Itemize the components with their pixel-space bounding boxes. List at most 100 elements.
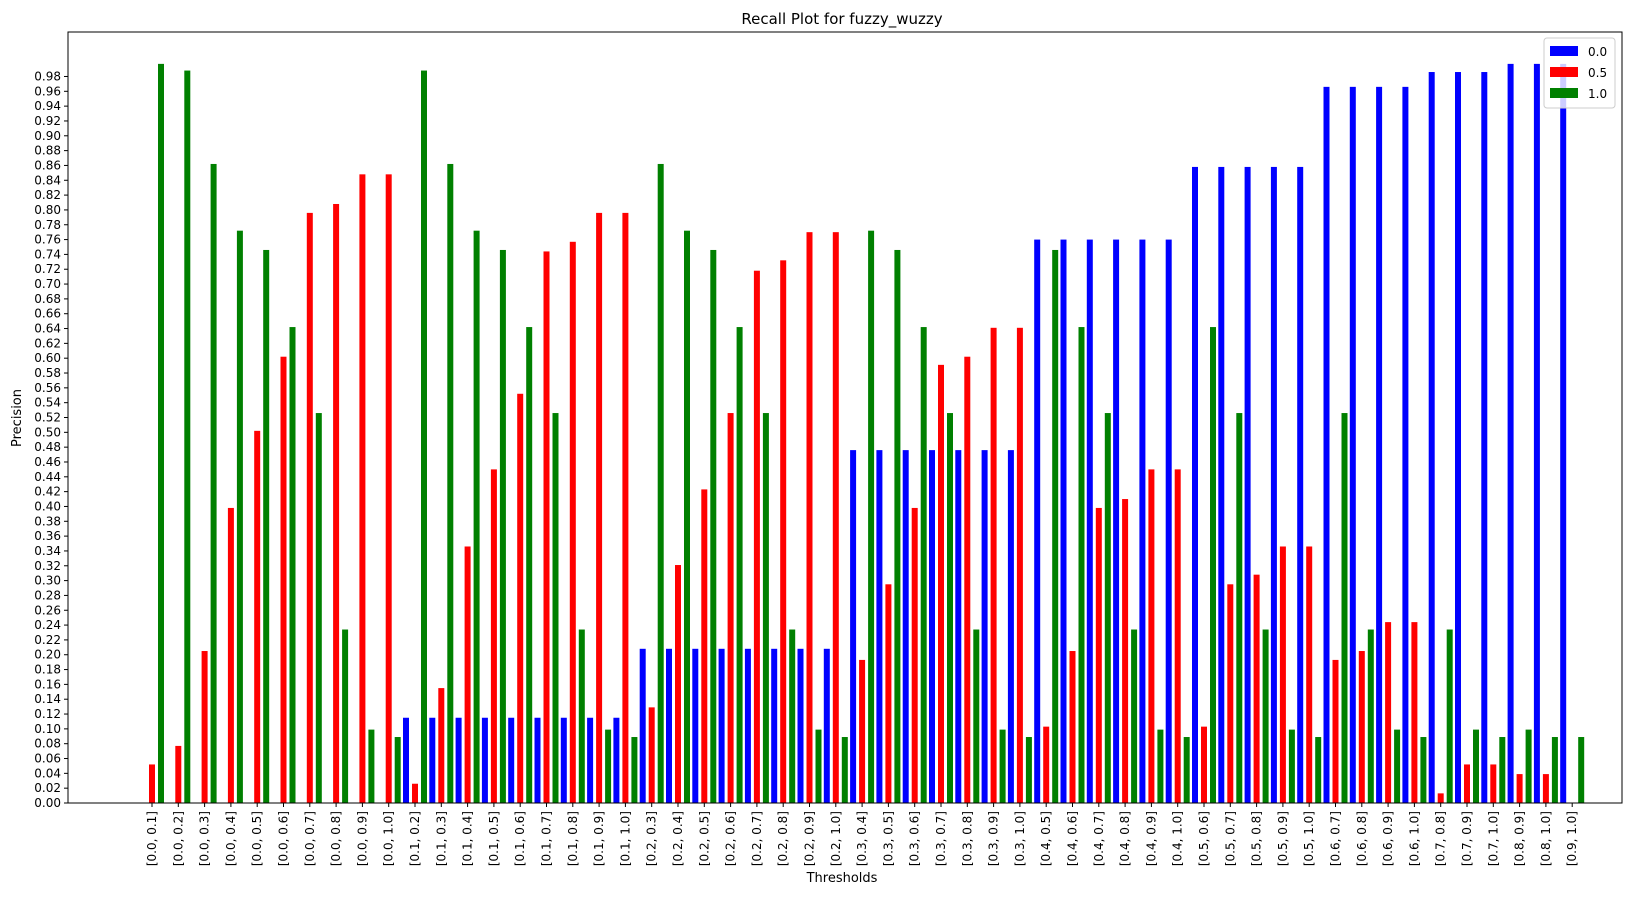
bar-series-0.0-16 xyxy=(560,717,567,803)
bar-series-0.5-11 xyxy=(438,688,445,803)
y-tick-label: 0.28 xyxy=(34,588,61,602)
bar-series-0.0-45 xyxy=(1323,86,1330,804)
bar-series-0.0-38 xyxy=(1139,239,1146,803)
y-tick-label: 0.84 xyxy=(34,173,61,187)
bar-series-0.0-44 xyxy=(1297,166,1304,803)
bar-series-0.0-10 xyxy=(403,717,409,803)
bar-series-0.5-51 xyxy=(1490,764,1497,803)
bar-series-0.0-35 xyxy=(1060,239,1067,803)
bar-series-0.0-40 xyxy=(1192,166,1198,803)
y-tick-label: 0.78 xyxy=(34,218,61,232)
x-tick-label: [0.2, 0.4] xyxy=(671,811,685,866)
y-tick-label: 0.46 xyxy=(34,455,61,469)
legend-label-1.0: 1.0 xyxy=(1588,87,1607,101)
x-tick-label: [0.0, 0.4] xyxy=(224,811,238,866)
bar-series-0.5-3 xyxy=(227,507,234,803)
x-tick-label: [0.5, 0.6] xyxy=(1197,811,1211,866)
x-tick-label: [0.9, 1.0] xyxy=(1565,811,1579,866)
x-tick-label: [0.4, 0.8] xyxy=(1118,811,1132,866)
x-tick-label: [0.3, 0.9] xyxy=(987,811,1001,866)
y-tick-label: 0.22 xyxy=(34,633,61,647)
bar-series-0.0-12 xyxy=(455,717,462,803)
x-tick-label: [0.1, 0.7] xyxy=(540,811,554,866)
bar-series-1.0-5 xyxy=(289,327,296,803)
bar-series-1.0-46 xyxy=(1367,629,1374,803)
bar-series-1.0-0 xyxy=(158,63,164,803)
bar-series-1.0-28 xyxy=(894,249,901,803)
y-tick-label: 0.18 xyxy=(34,663,61,677)
bar-series-0.5-5 xyxy=(280,356,287,803)
bar-series-0.5-13 xyxy=(490,469,497,803)
bar-series-0.5-25 xyxy=(806,232,813,803)
bar-series-1.0-10 xyxy=(421,70,427,804)
bar-series-0.0-22 xyxy=(718,648,725,803)
bar-series-0.0-17 xyxy=(587,717,594,803)
x-tick-label: [0.0, 0.2] xyxy=(171,811,185,866)
y-tick-label: 0.12 xyxy=(34,707,61,721)
bar-series-0.0-36 xyxy=(1086,239,1093,803)
bar-series-1.0-6 xyxy=(315,413,322,803)
bar-series-0.5-27 xyxy=(859,659,866,803)
bar-series-1.0-53 xyxy=(1551,737,1558,803)
bar-series-0.5-15 xyxy=(543,251,550,803)
bar-series-0.0-27 xyxy=(850,450,857,803)
bar-series-0.0-37 xyxy=(1113,239,1120,803)
bar-series-0.5-2 xyxy=(201,651,208,803)
x-tick-label: [0.0, 0.5] xyxy=(250,811,264,866)
y-tick-label: 0.08 xyxy=(34,737,61,751)
x-tick-label: [0.1, 0.3] xyxy=(434,811,448,866)
y-tick-label: 0.58 xyxy=(34,366,61,380)
bar-series-1.0-25 xyxy=(815,729,822,803)
bar-series-1.0-9 xyxy=(394,737,401,803)
x-tick-label: [0.1, 0.9] xyxy=(592,811,606,866)
y-tick-label: 0.14 xyxy=(34,692,61,706)
x-tick-label: [0.7, 0.9] xyxy=(1460,811,1474,866)
legend: 0.0 0.5 1.0 xyxy=(1543,37,1616,109)
x-axis-label: Thresholds xyxy=(806,871,878,886)
bar-series-1.0-34 xyxy=(1052,249,1059,803)
y-tick-label: 0.86 xyxy=(34,158,61,172)
y-tick-label: 0.96 xyxy=(34,84,61,98)
bar-series-1.0-1 xyxy=(184,70,191,804)
x-tick-label: [0.1, 1.0] xyxy=(618,811,632,866)
bar-series-0.5-43 xyxy=(1279,546,1286,803)
bar-series-0.0-13 xyxy=(481,717,488,803)
bar-series-0.5-46 xyxy=(1358,651,1365,803)
y-tick-label: 0.68 xyxy=(34,292,61,306)
bar-series-0.0-11 xyxy=(429,717,436,803)
x-tick-label: [0.5, 1.0] xyxy=(1302,811,1316,866)
bar-series-1.0-44 xyxy=(1315,737,1322,803)
bar-series-0.0-31 xyxy=(955,450,962,803)
x-tick-label: [0.2, 1.0] xyxy=(829,811,843,866)
x-tick-label: [0.2, 0.8] xyxy=(776,811,790,866)
plot-area xyxy=(149,63,1585,804)
bar-series-0.0-47 xyxy=(1376,86,1383,804)
x-tick-label: [0.3, 0.4] xyxy=(855,811,869,866)
x-tick-label: [0.2, 0.5] xyxy=(697,811,711,866)
bar-series-0.5-48 xyxy=(1411,622,1418,803)
bar-series-1.0-24 xyxy=(789,629,796,803)
y-tick-label: 0.90 xyxy=(34,129,61,143)
bar-series-0.5-34 xyxy=(1043,726,1050,803)
chart-title: Recall Plot for fuzzy_wuzzy xyxy=(741,10,942,29)
y-tick-label: 0.36 xyxy=(34,529,61,543)
x-tick-label: [0.3, 0.5] xyxy=(881,811,895,866)
y-tick-label: 0.02 xyxy=(34,781,61,795)
bar-series-1.0-16 xyxy=(578,629,585,803)
x-tick-label: [0.7, 1.0] xyxy=(1486,811,1500,866)
bar-series-1.0-50 xyxy=(1473,729,1479,803)
bar-series-1.0-38 xyxy=(1157,729,1164,803)
bar-series-0.5-1 xyxy=(175,745,182,803)
bar-series-0.0-14 xyxy=(508,717,515,803)
bar-series-0.5-9 xyxy=(385,174,392,804)
bar-series-1.0-31 xyxy=(973,629,980,803)
bar-series-0.0-20 xyxy=(666,648,672,803)
y-tick-label: 0.42 xyxy=(34,485,61,499)
bar-series-1.0-12 xyxy=(473,230,480,803)
bar-series-1.0-35 xyxy=(1078,327,1085,803)
bar-series-0.5-47 xyxy=(1385,622,1392,803)
bar-series-0.5-6 xyxy=(306,212,313,803)
bar-series-0.5-14 xyxy=(517,393,524,803)
x-tick-label: [0.4, 0.9] xyxy=(1144,811,1158,866)
